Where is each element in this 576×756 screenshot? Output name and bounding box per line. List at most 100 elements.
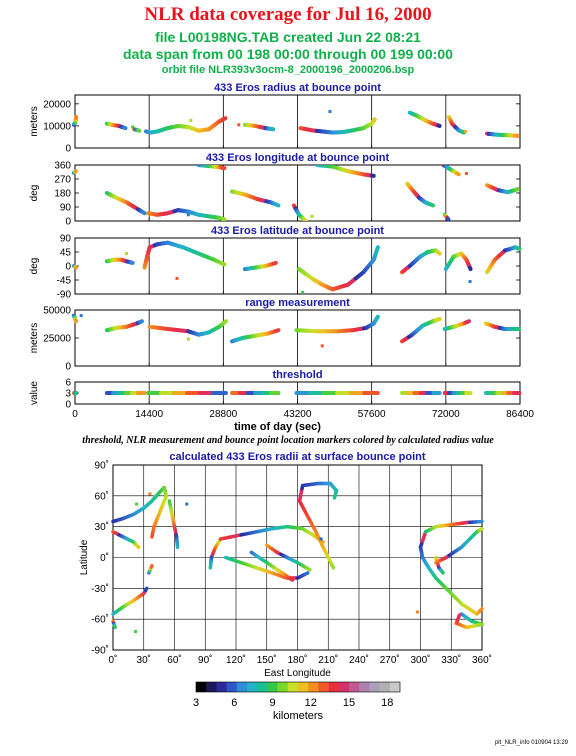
series-group [71, 110, 520, 138]
y-tick-label: 45 [60, 248, 72, 259]
colorbar-swatch [328, 682, 340, 692]
panel-title: calculated 433 Eros radii at surface bou… [169, 451, 425, 463]
data-marker [134, 630, 138, 633]
colorbar-tick-label: 15 [343, 697, 355, 709]
data-marker [463, 129, 467, 133]
colorbar-swatch [267, 682, 278, 692]
data-segment [135, 544, 141, 549]
x-tick-label: 72000 [432, 409, 460, 420]
x-tick-label: 150˚ [257, 654, 277, 666]
x-tick-label: 300˚ [410, 654, 430, 666]
data-segment [467, 265, 473, 272]
footer-stamp: plt_NLR_info 010904 13:29 [494, 740, 568, 746]
series-group [71, 240, 522, 294]
data-segment [274, 328, 281, 333]
data-marker [464, 172, 468, 176]
panel-radius: 433 Eros radius at bounce point 0 10000 200… [29, 82, 521, 155]
data-segment [220, 261, 227, 267]
x-tick-label: 180˚ [287, 654, 307, 666]
data-segment [144, 586, 149, 592]
y-axis-label: value [29, 381, 40, 405]
panel-title: 433 Eros latitude at bounce point [211, 225, 384, 237]
data-segment [514, 187, 520, 192]
panel-title: range measurement [245, 297, 350, 309]
colorbar-swatch [379, 682, 391, 692]
y-tick-label: 0 [65, 362, 71, 373]
data-segment [305, 566, 312, 572]
x-tick-label: 86400 [506, 409, 534, 420]
colorbar-swatch [389, 682, 401, 692]
data-segment [222, 116, 228, 121]
panel-map: calculated 433 Eros radii at surface bou… [79, 451, 492, 679]
colorbar: 3 6 9 12 15 18 kilometers [193, 681, 401, 722]
page-title: NLR data coverage for Jul 16, 2000 [144, 4, 432, 25]
colorbar-tick-label: 9 [269, 697, 275, 709]
x-tick-label: 270˚ [380, 654, 400, 666]
x-tick-label: 57600 [358, 409, 386, 420]
data-segment [372, 117, 377, 123]
x-tick-label: 0 [72, 409, 78, 420]
x-tick-label: 28800 [209, 409, 237, 420]
data-marker [189, 118, 193, 122]
data-marker [468, 280, 472, 284]
data-segment [141, 210, 147, 216]
x-tick-label: 43200 [284, 409, 312, 420]
data-segment [429, 202, 435, 208]
y-tick-label: -60˚ [91, 614, 109, 626]
data-marker [186, 337, 190, 341]
data-marker [320, 344, 324, 348]
x-tick-label: 14400 [135, 409, 163, 420]
colorbar-tick-label: 6 [231, 697, 237, 709]
data-segment [457, 613, 462, 619]
data-segment [288, 576, 295, 582]
x-tick-label: 0˚ [109, 654, 118, 666]
y-tick-label: 90 [60, 234, 72, 245]
colorbar-swatch [226, 682, 238, 692]
y-tick-label: 50000 [43, 306, 71, 317]
data-span-line: data span from 00 198 00:00 through 00 1… [123, 46, 453, 62]
data-segment [440, 570, 445, 575]
panel-title: 433 Eros longitude at bounce point [206, 152, 390, 164]
data-marker [125, 252, 129, 256]
panel-latitude: 433 Eros latitude at bounce point -90 -45 0… [29, 225, 522, 301]
y-tick-label: 60˚ [95, 490, 109, 502]
data-segment [445, 216, 451, 221]
data-segment [272, 260, 278, 266]
panel-title: threshold [272, 369, 322, 381]
x-tick-label: 90˚ [198, 654, 212, 666]
colorbar-swatch [206, 682, 217, 692]
panel-longitude: 433 Eros longitude at bounce point 0 90 180… [29, 152, 521, 228]
y-tick-label: 10000 [43, 121, 71, 132]
y-tick-label: 180 [54, 189, 71, 200]
data-marker [310, 214, 314, 218]
data-marker [79, 314, 83, 318]
y-tick-label: 25000 [43, 334, 71, 345]
y-axis-label: deg [29, 185, 40, 202]
y-axis-label: Latitude [79, 539, 90, 575]
y-tick-label: 3 [65, 389, 71, 400]
colorbar-swatch [236, 682, 248, 692]
y-axis-label: meters [29, 106, 40, 137]
y-axis-label: meters [29, 323, 40, 354]
y-tick-label: 0 [65, 400, 71, 411]
orbit-file-line: orbit file NLR393v3ocm-8_2000196_2000206… [161, 64, 415, 76]
series-group [71, 165, 520, 221]
panel-threshold: threshold 036 value 0 14400 28800 43200 57600 72… [29, 369, 534, 433]
colorbar-swatch [247, 682, 258, 692]
colorbar-swatch [359, 682, 370, 692]
y-tick-label: 6 [65, 378, 71, 389]
colorbar-swatch [308, 682, 319, 692]
figure-caption: threshold, NLR measurement and bounce po… [82, 435, 494, 446]
series-group [111, 481, 484, 633]
panel-title: 433 Eros radius at bounce point [214, 82, 381, 94]
y-tick-label: 0˚ [100, 552, 109, 564]
data-segment [436, 251, 442, 256]
y-tick-label: 90 [60, 203, 72, 214]
y-tick-label: 360 [54, 161, 71, 172]
y-tick-label: -90˚ [91, 645, 109, 657]
x-tick-label: 120˚ [226, 654, 246, 666]
y-tick-label: -90 [57, 290, 72, 301]
colorbar-swatch [318, 682, 329, 692]
y-tick-label: 0 [65, 262, 71, 273]
